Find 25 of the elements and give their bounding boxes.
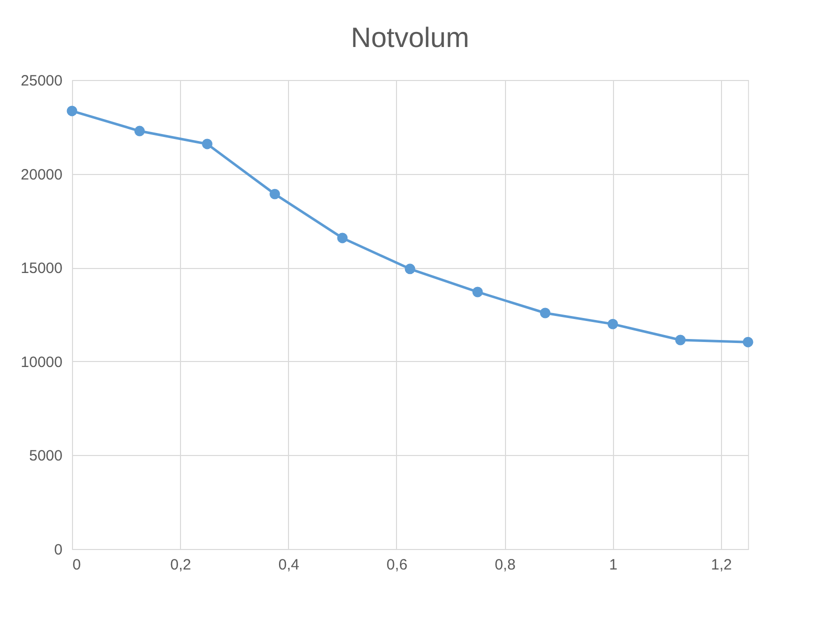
x-tick-label: 0,4 — [278, 556, 300, 574]
y-tick-label: 25000 — [20, 72, 62, 90]
y-tick-label: 20000 — [20, 166, 62, 184]
point — [472, 286, 483, 298]
point — [337, 232, 348, 244]
point — [675, 334, 686, 346]
x-tick-label: 1 — [609, 556, 618, 574]
point — [742, 336, 754, 348]
y-tick-label: 10000 — [20, 354, 62, 371]
point — [134, 126, 145, 136]
point — [270, 188, 280, 200]
point — [608, 318, 618, 330]
x-tick-label: 0 — [72, 556, 81, 574]
x-tick-label: 0,2 — [170, 556, 192, 574]
x-tick-label: 0,6 — [386, 556, 408, 574]
y-tick-label: 0 — [54, 542, 62, 558]
point — [66, 106, 78, 116]
point — [404, 264, 416, 274]
chart-title: Notvolum — [350, 22, 470, 53]
y-tick-label: 15000 — [20, 260, 62, 278]
point — [202, 138, 212, 150]
y-tick-label: 5000 — [29, 448, 62, 465]
x-tick-label: 1,2 — [711, 556, 732, 574]
x-tick-label: 0,8 — [494, 556, 516, 574]
point — [540, 308, 550, 318]
